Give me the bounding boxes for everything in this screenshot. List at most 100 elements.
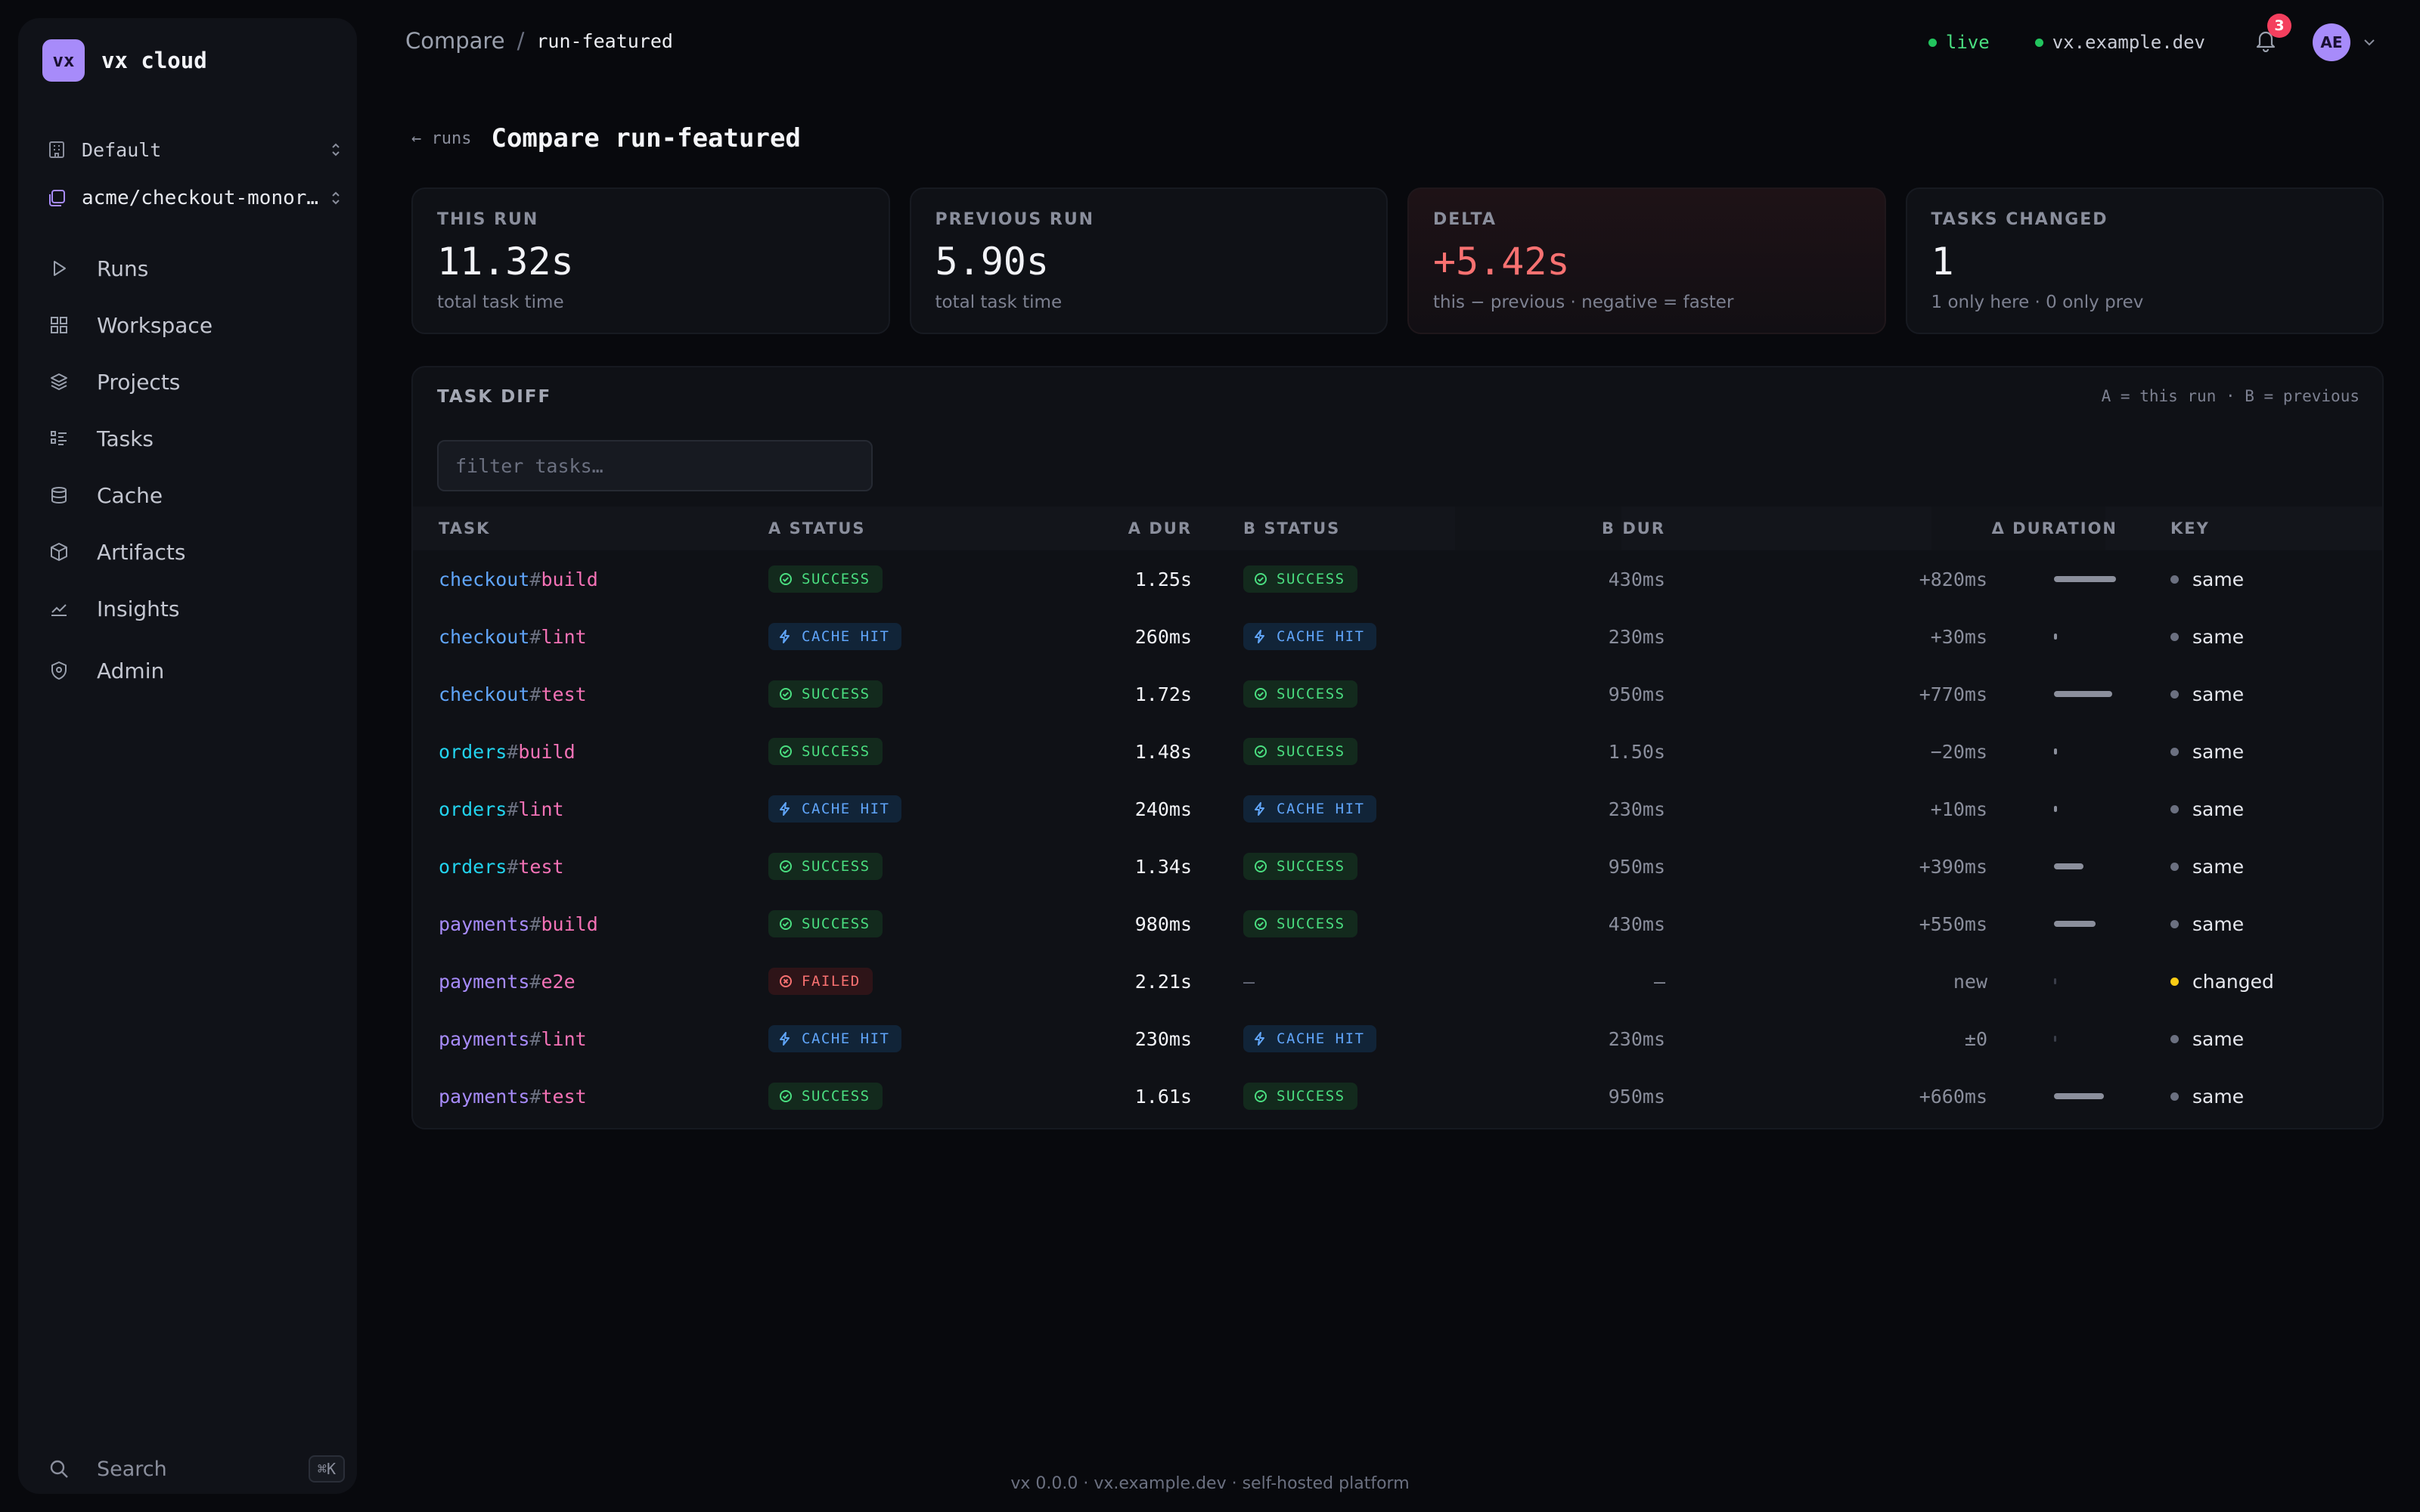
repo-selector[interactable]: acme/checkout-monorepo [45,180,345,216]
table-row[interactable]: orders # build SUCCESS 1.48s SUCCESS 1.50s −20m… [413,723,2382,780]
column-header-b-dur[interactable]: B DUR [1602,519,1665,538]
status-badge-label: CACHE HIT [1277,1030,1365,1047]
table-row[interactable]: checkout # build SUCCESS 1.25s SUCCESS 430ms +8… [413,550,2382,608]
task-name-cell[interactable]: payments # test [439,1067,587,1125]
notifications-button[interactable]: 3 [2251,14,2291,57]
sidebar-item-workspace[interactable]: Workspace [45,306,345,344]
sidebar-item-tasks[interactable]: Tasks [45,420,345,457]
key-cell: same [2170,1067,2244,1125]
task-diff-panel: TASK DIFF A = this run · B = previous TA… [411,366,2384,1129]
status-badge-label: CACHE HIT [802,628,890,645]
sidebar-search[interactable]: Search ⌘K [45,1450,345,1488]
task-project: checkout [439,683,530,705]
org-selector[interactable]: Default [45,132,345,168]
sidebar-item-admin[interactable]: Admin [45,652,345,689]
column-header-task[interactable]: TASK [439,519,491,538]
chevron-down-icon[interactable] [2363,34,2379,51]
task-name-cell[interactable]: checkout # build [439,550,598,608]
key-dot [2170,804,2179,813]
package-icon [45,538,73,565]
delta-duration-cell: ±0 [1964,1027,1987,1050]
key-dot [2170,977,2179,986]
delta-bar-cell [2054,1067,2145,1125]
task-name-cell[interactable]: payments # build [439,895,598,953]
a-status-cell: SUCCESS [768,723,883,780]
brand[interactable]: vx vx cloud [42,39,207,82]
app-logo: vx [42,39,85,82]
task-diff-rows: checkout # build SUCCESS 1.25s SUCCESS 430ms +8… [413,550,2382,1125]
check-circle-icon [1254,572,1269,587]
avatar[interactable]: AE [2313,23,2350,61]
back-to-runs-link[interactable]: ← runs [411,129,472,148]
org-selector-label: Default [82,138,162,161]
key-cell: same [2170,608,2244,665]
database-icon [45,482,73,509]
key-label: same [2192,1027,2245,1050]
status-badge: SUCCESS [768,910,883,937]
task-name: test [541,683,587,705]
delta-duration-cell: +660ms [1919,1085,1987,1108]
b-duration-cell: — [1653,970,1665,993]
list-icon [45,425,73,452]
task-name-cell[interactable]: checkout # test [439,665,587,723]
key-dot [2170,689,2179,699]
table-row[interactable]: payments # build SUCCESS 980ms SUCCESS 430ms +5… [413,895,2382,953]
stat-value: 1 [1931,240,1954,284]
sidebar-item-label: Tasks [97,426,154,451]
breadcrumb-parent[interactable]: Compare [405,28,505,54]
bolt-icon [1254,1031,1269,1046]
sidebar-item-insights[interactable]: Insights [45,590,345,627]
host-status-dot [2034,38,2043,47]
sidebar-item-runs[interactable]: Runs [45,249,345,287]
status-badge: FAILED [768,968,873,995]
key-cell: changed [2170,953,2274,1010]
sidebar: vx vx cloud Default acme/checkout-monore… [18,18,357,1494]
stat-label: PREVIOUS RUN [935,210,1095,229]
sidebar-item-label: Runs [97,256,149,281]
live-status: live [1928,32,1990,53]
host-indicator[interactable]: vx.example.dev [2034,32,2205,53]
table-row[interactable]: checkout # lint CACHE HIT 260ms CACHE HIT 230m… [413,608,2382,665]
task-hash: # [529,970,541,993]
sidebar-item-cache[interactable]: Cache [45,476,345,514]
delta-bar [2054,576,2116,582]
column-header-b-status[interactable]: B STATUS [1243,519,1341,538]
a-status-cell: SUCCESS [768,550,883,608]
a-duration-cell: 230ms [1134,1027,1192,1050]
task-hash: # [507,798,519,820]
status-badge-label: SUCCESS [802,571,870,587]
filter-tasks-input[interactable] [437,440,873,491]
sidebar-item-artifacts[interactable]: Artifacts [45,533,345,571]
column-header-a-dur[interactable]: A DUR [1128,519,1192,538]
a-status-cell: CACHE HIT [768,608,902,665]
task-name-cell[interactable]: orders # build [439,723,576,780]
delta-duration-cell: +820ms [1919,568,1987,590]
column-header-delta-duration[interactable]: Δ DURATION [1991,519,2118,538]
sidebar-item-projects[interactable]: Projects [45,363,345,401]
table-row[interactable]: orders # lint CACHE HIT 240ms CACHE HIT 230ms +… [413,780,2382,838]
task-name-cell[interactable]: checkout # lint [439,608,587,665]
task-project: checkout [439,625,530,648]
table-row[interactable]: checkout # test SUCCESS 1.72s SUCCESS 950ms +77… [413,665,2382,723]
task-project: orders [439,855,507,878]
table-row[interactable]: payments # e2e FAILED 2.21s — — new changed [413,953,2382,1010]
check-circle-icon [779,1089,794,1104]
a-status-cell: FAILED [768,953,873,1010]
chevron-updown-icon [327,138,345,161]
status-badge: SUCCESS [1243,910,1357,937]
table-row[interactable]: orders # test SUCCESS 1.34s SUCCESS 950ms +390m… [413,838,2382,895]
task-name-cell[interactable]: orders # lint [439,780,564,838]
column-header-a-status[interactable]: A STATUS [768,519,866,538]
task-name-cell[interactable]: orders # test [439,838,564,895]
column-header-key[interactable]: KEY [2170,519,2210,538]
layers-icon [45,368,73,395]
search-shortcut: ⌘K [308,1455,345,1483]
task-name: lint [541,625,587,648]
task-name-cell[interactable]: payments # e2e [439,953,576,1010]
key-label: same [2192,855,2245,878]
status-badge: SUCCESS [1243,565,1357,593]
task-name-cell[interactable]: payments # lint [439,1010,587,1067]
table-row[interactable]: payments # test SUCCESS 1.61s SUCCESS 950ms +66… [413,1067,2382,1125]
delta-bar-cell [2054,895,2145,953]
table-row[interactable]: payments # lint CACHE HIT 230ms CACHE HIT 230m… [413,1010,2382,1067]
